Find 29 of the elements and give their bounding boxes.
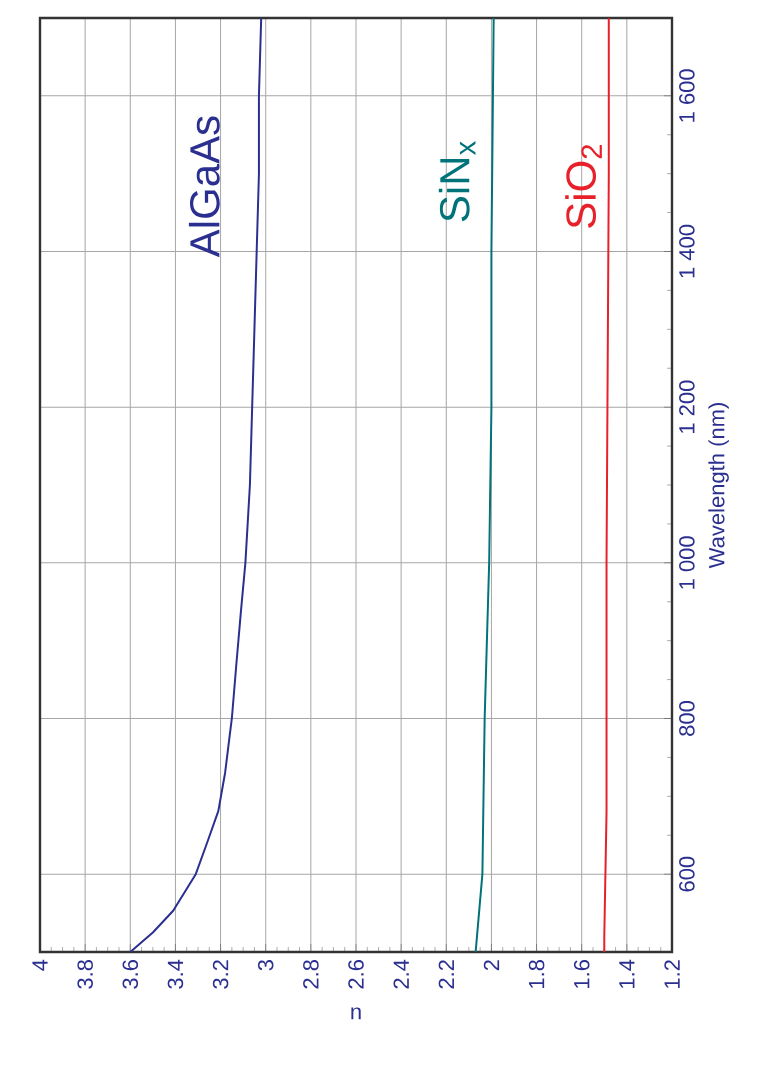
y-tick-label: 1 000	[679, 536, 695, 589]
x-tick-label: 2.2	[438, 960, 454, 989]
x-tick-label: 3.2	[212, 960, 229, 989]
y-tick-label: 600	[679, 856, 695, 892]
text: AlGaAs	[188, 116, 220, 258]
x-tick-label: 3	[257, 960, 274, 971]
x-tick-label: 1.4	[619, 959, 635, 988]
x-tick-label: 3.4	[167, 959, 184, 989]
y-tick-label: 1 400	[679, 224, 695, 278]
x-axis-title: n	[351, 1007, 361, 1020]
x-tick-label: 2.4	[393, 959, 409, 989]
line-series	[129, 18, 263, 952]
x-tick-label: 4	[32, 959, 48, 971]
x-tick-label: 3.8	[77, 960, 93, 989]
y-axis-title: Wavelength (nm)	[708, 403, 729, 569]
x-tick-label: 3.6	[122, 960, 139, 989]
text: SiN$_{x}$	[438, 141, 476, 222]
x-tick-label: 1.2	[664, 960, 680, 988]
x-tick-label: 2.6	[348, 960, 364, 989]
line-series	[603, 18, 610, 952]
y-tick-label: 800	[679, 701, 695, 736]
y-tick-label: 1 600	[679, 69, 695, 122]
x-tick-label: 1.8	[528, 960, 545, 988]
x-tick-label: 2	[483, 960, 500, 971]
y-tick-label: 1 200	[679, 380, 695, 434]
text: SiO$_{2}$	[565, 144, 602, 228]
x-tick-label: 1.6	[573, 960, 590, 988]
x-tick-label: 2.8	[303, 960, 319, 989]
line-series	[474, 18, 495, 952]
